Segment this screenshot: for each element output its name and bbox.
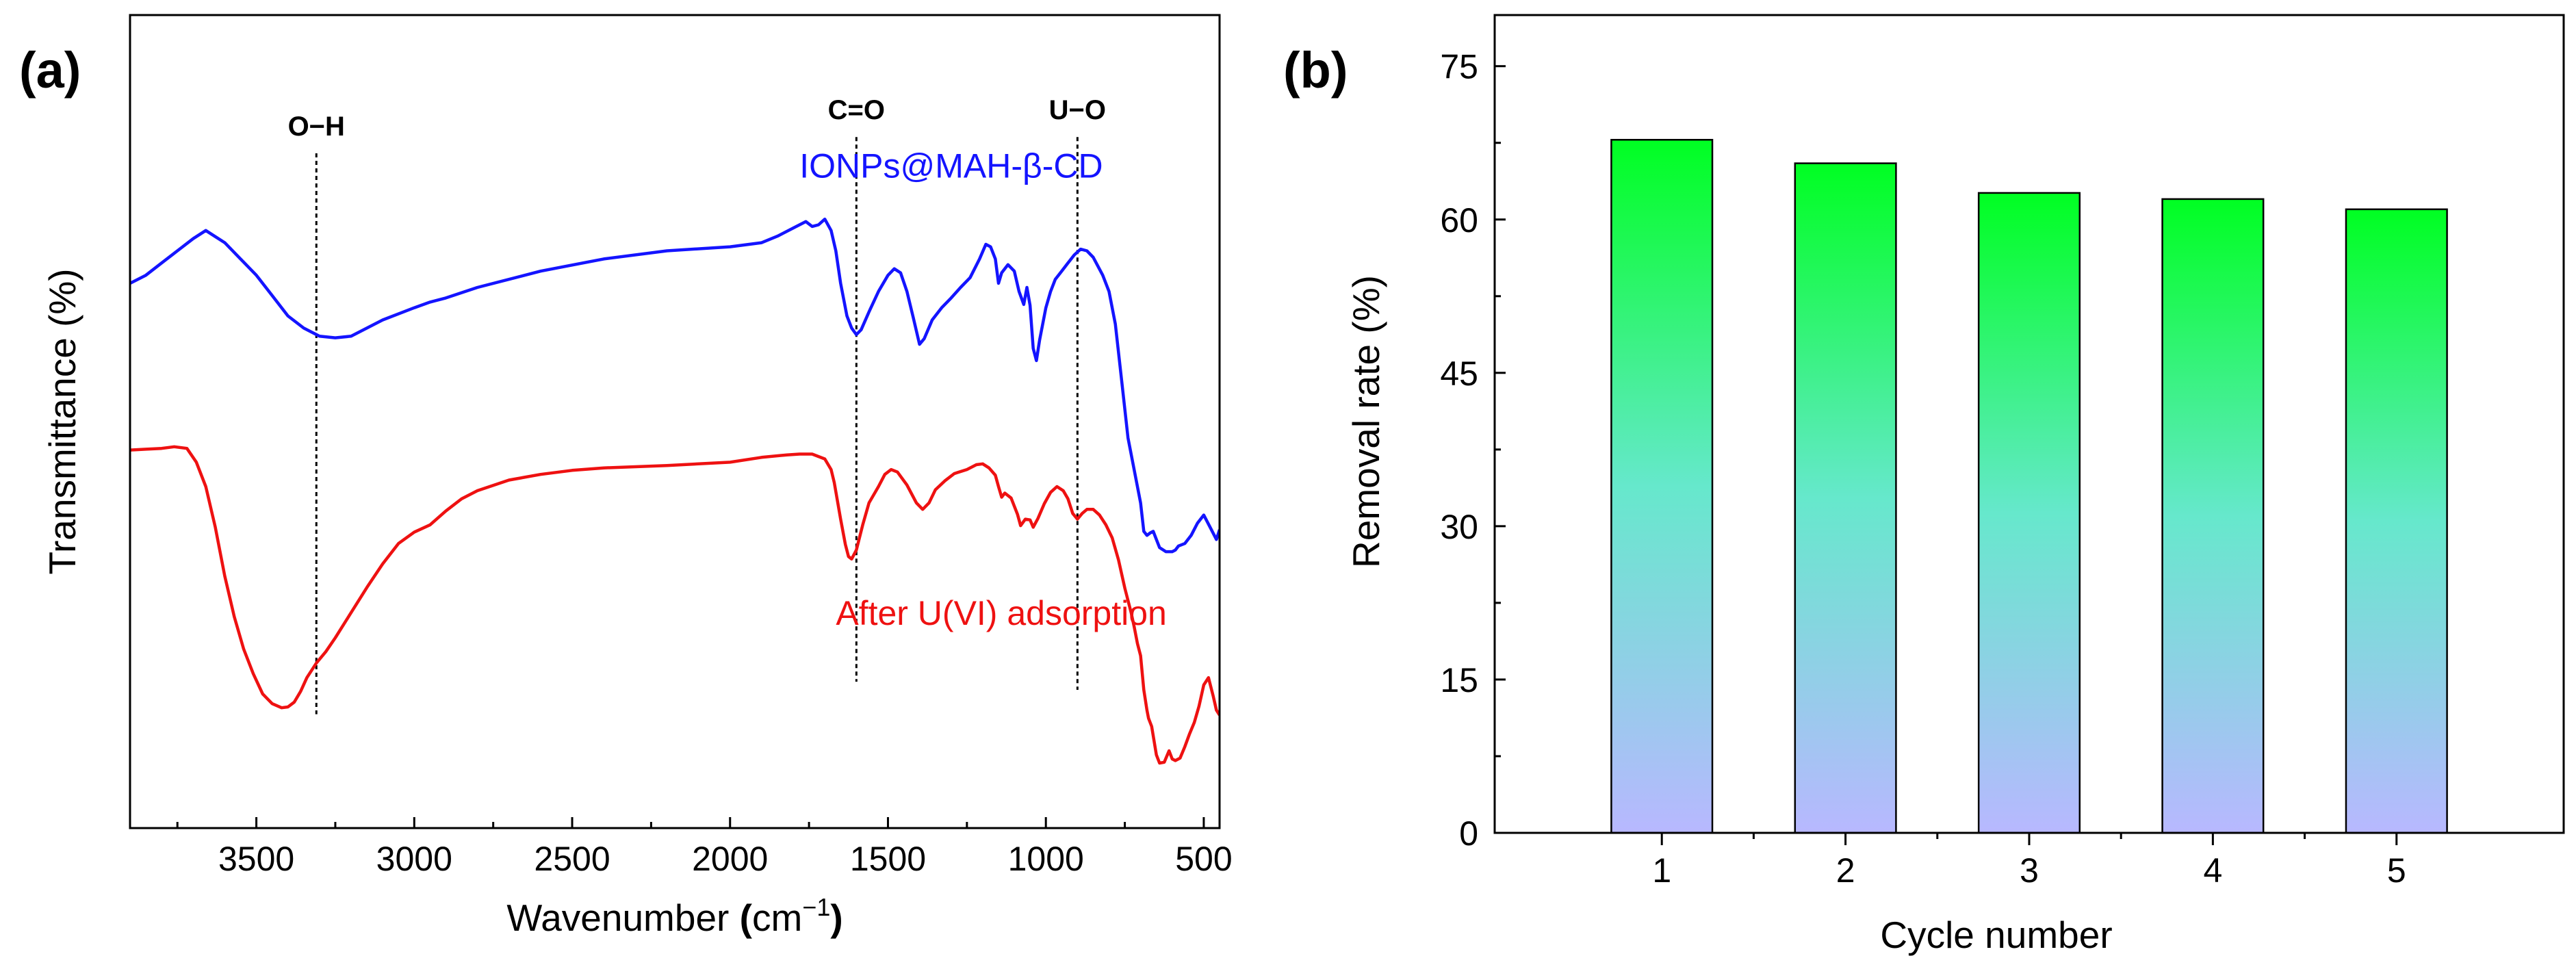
x-axis-title: Cycle number bbox=[1880, 914, 2112, 956]
y-axis-title: Removal rate (%) bbox=[1345, 275, 1387, 568]
panel-b-label: (b) bbox=[1283, 42, 1348, 99]
y-tick-label: 15 bbox=[1440, 661, 1478, 699]
peak-label: C=O bbox=[828, 95, 885, 125]
bar bbox=[2345, 208, 2448, 834]
x-tick-label: 3500 bbox=[218, 840, 294, 878]
x-tick-label: 500 bbox=[1175, 840, 1232, 878]
x-tick-label: 1500 bbox=[850, 840, 926, 878]
panel-a-ftir-chart: (a) O−H C=O U−O IONPs@MAH-β-CD After U(VI) … bbox=[19, 14, 1233, 939]
y-tick-label: 30 bbox=[1440, 508, 1478, 546]
bar bbox=[1794, 162, 1897, 834]
x-tick-label: 2500 bbox=[534, 840, 610, 878]
bars bbox=[1610, 138, 2448, 834]
x-axis-title: Wavenumber (cm−1) bbox=[506, 893, 842, 939]
peak-annotations: O−H C=O U−O bbox=[288, 95, 1106, 714]
bar bbox=[2161, 198, 2265, 834]
y-tick-label: 45 bbox=[1440, 354, 1478, 393]
x-tick-label: 1000 bbox=[1008, 840, 1084, 878]
x-tick-label: 5 bbox=[2387, 851, 2406, 890]
x-tick-label: 2000 bbox=[692, 840, 768, 878]
series-label: After U(VI) adsorption bbox=[836, 594, 1167, 632]
x-tick-label: 1 bbox=[1652, 851, 1671, 890]
x-tick-label: 3 bbox=[2020, 851, 2039, 890]
bar bbox=[1977, 192, 2081, 834]
series-label: IONPs@MAH-β-CD bbox=[799, 147, 1103, 185]
x-tick-label: 3000 bbox=[376, 840, 452, 878]
series-labels: IONPs@MAH-β-CD After U(VI) adsorption bbox=[799, 147, 1167, 632]
y-axis-title: Transmittance (%) bbox=[41, 268, 83, 574]
bar bbox=[1610, 138, 1714, 834]
y-tick-label: 60 bbox=[1440, 201, 1478, 240]
x-tick-label: 4 bbox=[2203, 851, 2222, 890]
x-axis-ticks: 3500 3000 2500 2000 1500 1000 500 bbox=[176, 817, 1233, 878]
spectra bbox=[130, 217, 1220, 765]
y-axis-ticks: 0 15 30 45 60 75 bbox=[1440, 48, 1506, 853]
spectrum-line bbox=[130, 217, 1220, 554]
x-tick-label: 2 bbox=[1836, 851, 1855, 890]
y-tick-label: 75 bbox=[1440, 48, 1478, 86]
spectrum-line bbox=[130, 445, 1220, 765]
x-axis-ticks: 1 2 3 4 5 bbox=[1652, 833, 2406, 890]
panel-a-label: (a) bbox=[19, 42, 81, 99]
plot-frame-a bbox=[129, 14, 1221, 829]
peak-label: U−O bbox=[1049, 95, 1106, 125]
peak-label: O−H bbox=[288, 112, 345, 142]
y-tick-label: 0 bbox=[1459, 814, 1478, 853]
